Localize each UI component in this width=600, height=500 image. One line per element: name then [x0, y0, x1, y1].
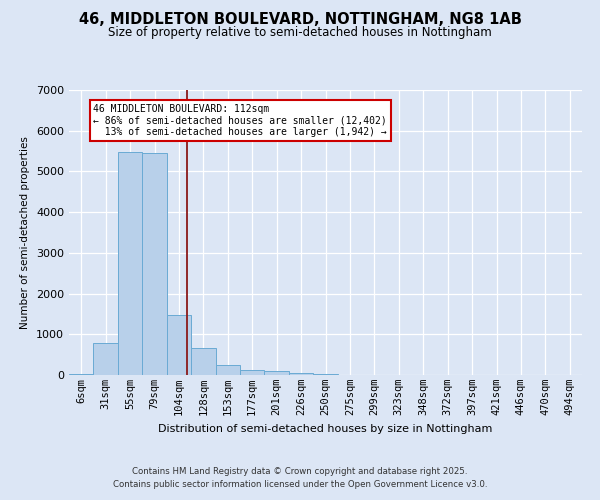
Text: Size of property relative to semi-detached houses in Nottingham: Size of property relative to semi-detach… — [108, 26, 492, 39]
Bar — [142, 153, 167, 375]
Bar — [313, 374, 338, 375]
Y-axis label: Number of semi-detached properties: Number of semi-detached properties — [20, 136, 31, 329]
Text: 46, MIDDLETON BOULEVARD, NOTTINGHAM, NG8 1AB: 46, MIDDLETON BOULEVARD, NOTTINGHAM, NG8… — [79, 12, 521, 28]
Bar — [118, 152, 142, 375]
Text: 46 MIDDLETON BOULEVARD: 112sqm
← 86% of semi-detached houses are smaller (12,402: 46 MIDDLETON BOULEVARD: 112sqm ← 86% of … — [94, 104, 387, 138]
Bar — [215, 365, 240, 375]
Bar — [94, 343, 118, 375]
Bar — [167, 315, 191, 375]
Text: Contains public sector information licensed under the Open Government Licence v3: Contains public sector information licen… — [113, 480, 487, 489]
Bar — [265, 372, 289, 375]
Bar — [191, 348, 215, 375]
Bar — [289, 373, 313, 375]
Bar — [69, 374, 94, 375]
X-axis label: Distribution of semi-detached houses by size in Nottingham: Distribution of semi-detached houses by … — [158, 424, 493, 434]
Text: Contains HM Land Registry data © Crown copyright and database right 2025.: Contains HM Land Registry data © Crown c… — [132, 467, 468, 476]
Bar — [240, 370, 265, 375]
